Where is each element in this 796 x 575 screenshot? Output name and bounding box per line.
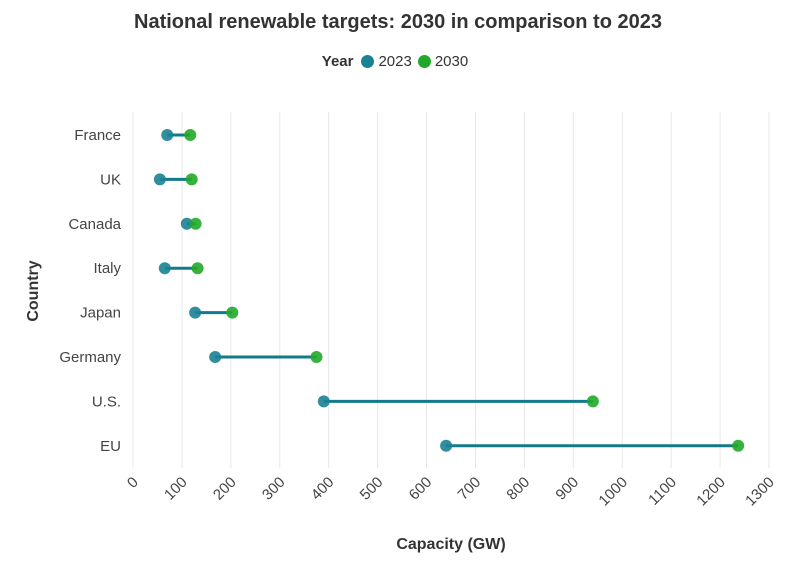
point-2030-uk[interactable] [185,173,198,186]
point-2023-canada[interactable] [180,217,193,230]
x-tick-label-0: 0 [124,474,142,492]
y-axis-title: Country [25,260,42,321]
x-tick-label-1000: 1000 [595,474,631,510]
point-2023-eu[interactable] [440,439,453,452]
gridlines [132,112,770,468]
x-tick-label-100: 100 [161,474,191,504]
chart-title: National renewable targets: 2030 in comp… [134,11,662,33]
legend-label-2023: 2023 [378,53,412,70]
point-2030-eu[interactable] [732,439,745,452]
point-2030-italy[interactable] [191,262,204,275]
y-tick-label-uk: UK [100,171,121,188]
x-tick-label-300: 300 [259,474,289,504]
legend-item-2023[interactable]: 2023 [361,53,412,70]
y-tick-label-eu: EU [100,438,121,455]
x-tick-label-200: 200 [210,474,240,504]
y-tick-label-france: France [74,127,121,144]
x-tick-label-400: 400 [308,474,338,504]
point-2023-uk[interactable] [153,173,166,186]
point-2030-canada[interactable] [189,217,202,230]
y-tick-label-japan: Japan [80,305,121,322]
y-tick-label-italy: Italy [93,260,121,277]
legend-label-2030: 2030 [434,53,469,70]
legend-title: Year [321,53,354,70]
y-tick-label-germany: Germany [59,349,121,366]
legend-marker-2023 [361,55,375,68]
point-2023-us[interactable] [317,395,330,408]
x-tick-label-1100: 1100 [645,474,680,509]
y-tick-label-us: U.S. [92,393,121,410]
x-tick-label-500: 500 [357,474,387,504]
legend-item-2030[interactable]: 2030 [417,53,469,70]
x-axis-ticks: 0 100 200 300 400 500 600 700 800 900 1000 1100 1200… [124,474,778,510]
point-2023-germany[interactable] [209,351,222,363]
y-axis-ticks: France UK Canada Italy Japan Germany U.S. EU [59,127,121,455]
point-2030-germany[interactable] [310,351,323,363]
x-tick-label-700: 700 [455,474,485,504]
legend-marker-2030 [417,55,431,68]
legend: Year 2023 2030 [0,53,796,70]
x-axis-title: Capacity (GW) [396,536,505,553]
plot-marks [153,129,745,452]
x-tick-label-600: 600 [406,474,436,504]
point-2023-france[interactable] [161,129,174,141]
x-tick-label-1300: 1300 [742,474,778,510]
point-2023-italy[interactable] [158,262,171,275]
x-tick-label-1200: 1200 [693,474,729,510]
y-tick-label-canada: Canada [68,216,121,233]
point-2030-japan[interactable] [226,306,239,319]
point-2030-france[interactable] [184,129,197,141]
point-2023-japan[interactable] [189,306,202,319]
point-2030-us[interactable] [586,395,599,408]
x-tick-label-800: 800 [503,474,533,504]
x-tick-label-900: 900 [552,474,582,504]
